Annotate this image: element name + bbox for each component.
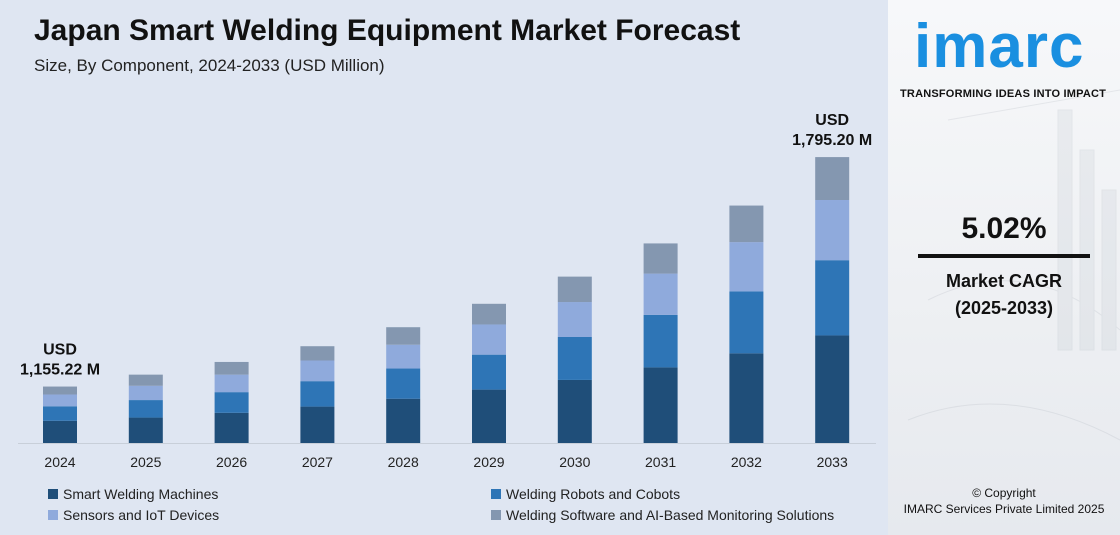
legend-label-3: Sensors and IoT Devices [63,507,220,523]
legend-label-4: Welding Software and AI-Based Monitoring… [506,507,835,523]
x-tick-label-2031: 2031 [645,454,676,470]
bar-segment-2024-2 [43,406,77,421]
bar-segment-2029-3 [472,324,506,355]
cagr-divider [918,254,1090,258]
x-tick-label-2032: 2032 [731,454,762,470]
bar-segment-2033-4 [815,157,850,201]
x-tick-label-2024: 2024 [44,454,75,470]
bar-segment-2026-2 [214,392,249,413]
x-tick-label-2030: 2030 [559,454,590,470]
cagr-value: 5.02% [961,212,1047,245]
x-tick-label-2033: 2033 [817,454,848,470]
bar-segment-2029-1 [472,389,506,443]
bar-segment-2030-3 [557,302,592,337]
bar-segment-2026-1 [214,412,249,443]
bar-segment-2025-2 [128,400,163,418]
chart-legend: Smart Welding Machines Welding Robots and… [48,486,878,530]
background-decoration [907,89,1120,441]
bar-segment-2024-4 [43,386,77,395]
data-label-2033-line1: USD [815,112,849,129]
bar-segment-2031-1 [643,367,678,443]
bar-segment-2024-1 [43,420,77,443]
legend-swatch-2 [491,489,501,499]
data-label-2033-line2: 1,795.20 M [792,132,872,149]
bar-segment-2029-2 [472,354,506,390]
bar-segment-2032-3 [729,242,764,292]
bar-segment-2027-4 [300,346,335,361]
bar-segment-2024-3 [43,394,77,407]
bar-segment-2031-3 [643,273,678,315]
logo-text: imarc [914,12,1085,81]
bar-segment-2028-1 [386,398,421,443]
bar-segment-2032-2 [729,291,764,354]
bar-segment-2031-2 [643,314,678,368]
chart-title: Japan Smart Welding Equipment Market For… [34,14,741,47]
x-tick-label-2029: 2029 [473,454,504,470]
legend-item-1: Smart Welding Machines [48,486,218,502]
legend-swatch-3 [48,510,58,520]
bar-segment-2033-2 [815,260,850,336]
stacked-bar-chart: 2024 2025 2026 2027 2028 2029 2030 2031 2032 2033… [18,112,876,470]
cagr-label-line1: Market CAGR [945,271,1063,291]
legend-item-4: Welding Software and AI-Based Monitoring… [491,507,834,523]
bar-segment-2027-1 [300,406,335,443]
bar-segment-2025-4 [128,374,163,386]
legend-item-2: Welding Robots and Cobots [491,486,680,502]
copyright-line2: IMARC Services Private Limited 2025 [903,502,1105,516]
bar-segment-2032-1 [729,353,764,443]
bar-segment-2030-4 [557,276,592,303]
chart-subtitle: Size, By Component, 2024-2033 (USD Milli… [34,56,385,75]
bar-segment-2026-4 [214,361,249,375]
data-label-2024-line2: 1,155.22 M [20,362,100,379]
bar-segment-2027-3 [300,360,335,382]
bar-segment-2030-2 [557,336,592,380]
logo-tagline: TRANSFORMING IDEAS INTO IMPACT [900,88,1107,100]
copyright-line1: © Copyright [972,486,1036,500]
bar-segment-2028-2 [386,368,421,399]
legend-item-3: Sensors and IoT Devices [48,507,219,523]
bar-segment-2028-4 [386,327,421,345]
bar-segment-2033-3 [815,200,850,261]
x-tick-label-2025: 2025 [130,454,161,470]
legend-label-1: Smart Welding Machines [63,486,219,502]
cagr-label: Market CAGR (2025-2033) [918,268,1090,322]
bar-segment-2025-1 [128,417,163,443]
legend-swatch-1 [48,489,58,499]
x-tick-label-2028: 2028 [388,454,419,470]
bar-segment-2032-4 [729,205,764,243]
cagr-label-line2: (2025-2033) [954,298,1054,318]
bar-segment-2031-4 [643,243,678,274]
side-panel [888,0,1120,535]
data-label-2024-line1: USD [43,342,77,359]
x-tick-label-2026: 2026 [216,454,247,470]
bar-segment-2029-4 [472,303,506,325]
legend-label-2: Welding Robots and Cobots [506,486,681,502]
bar-segment-2033-1 [815,335,850,443]
bar-segment-2025-3 [128,385,163,401]
bar-segment-2028-3 [386,344,421,369]
copyright: © Copyright IMARC Services Private Limit… [898,485,1110,517]
bar-segment-2027-2 [300,381,335,407]
imarc-logo: imarc [900,10,1110,90]
bar-segment-2026-3 [214,374,249,393]
x-tick-label-2027: 2027 [302,454,333,470]
bar-segment-2030-1 [557,379,592,443]
legend-swatch-4 [491,510,501,520]
